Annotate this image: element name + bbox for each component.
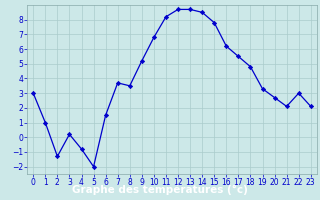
- Text: Graphe des températures (°c): Graphe des températures (°c): [72, 184, 248, 195]
